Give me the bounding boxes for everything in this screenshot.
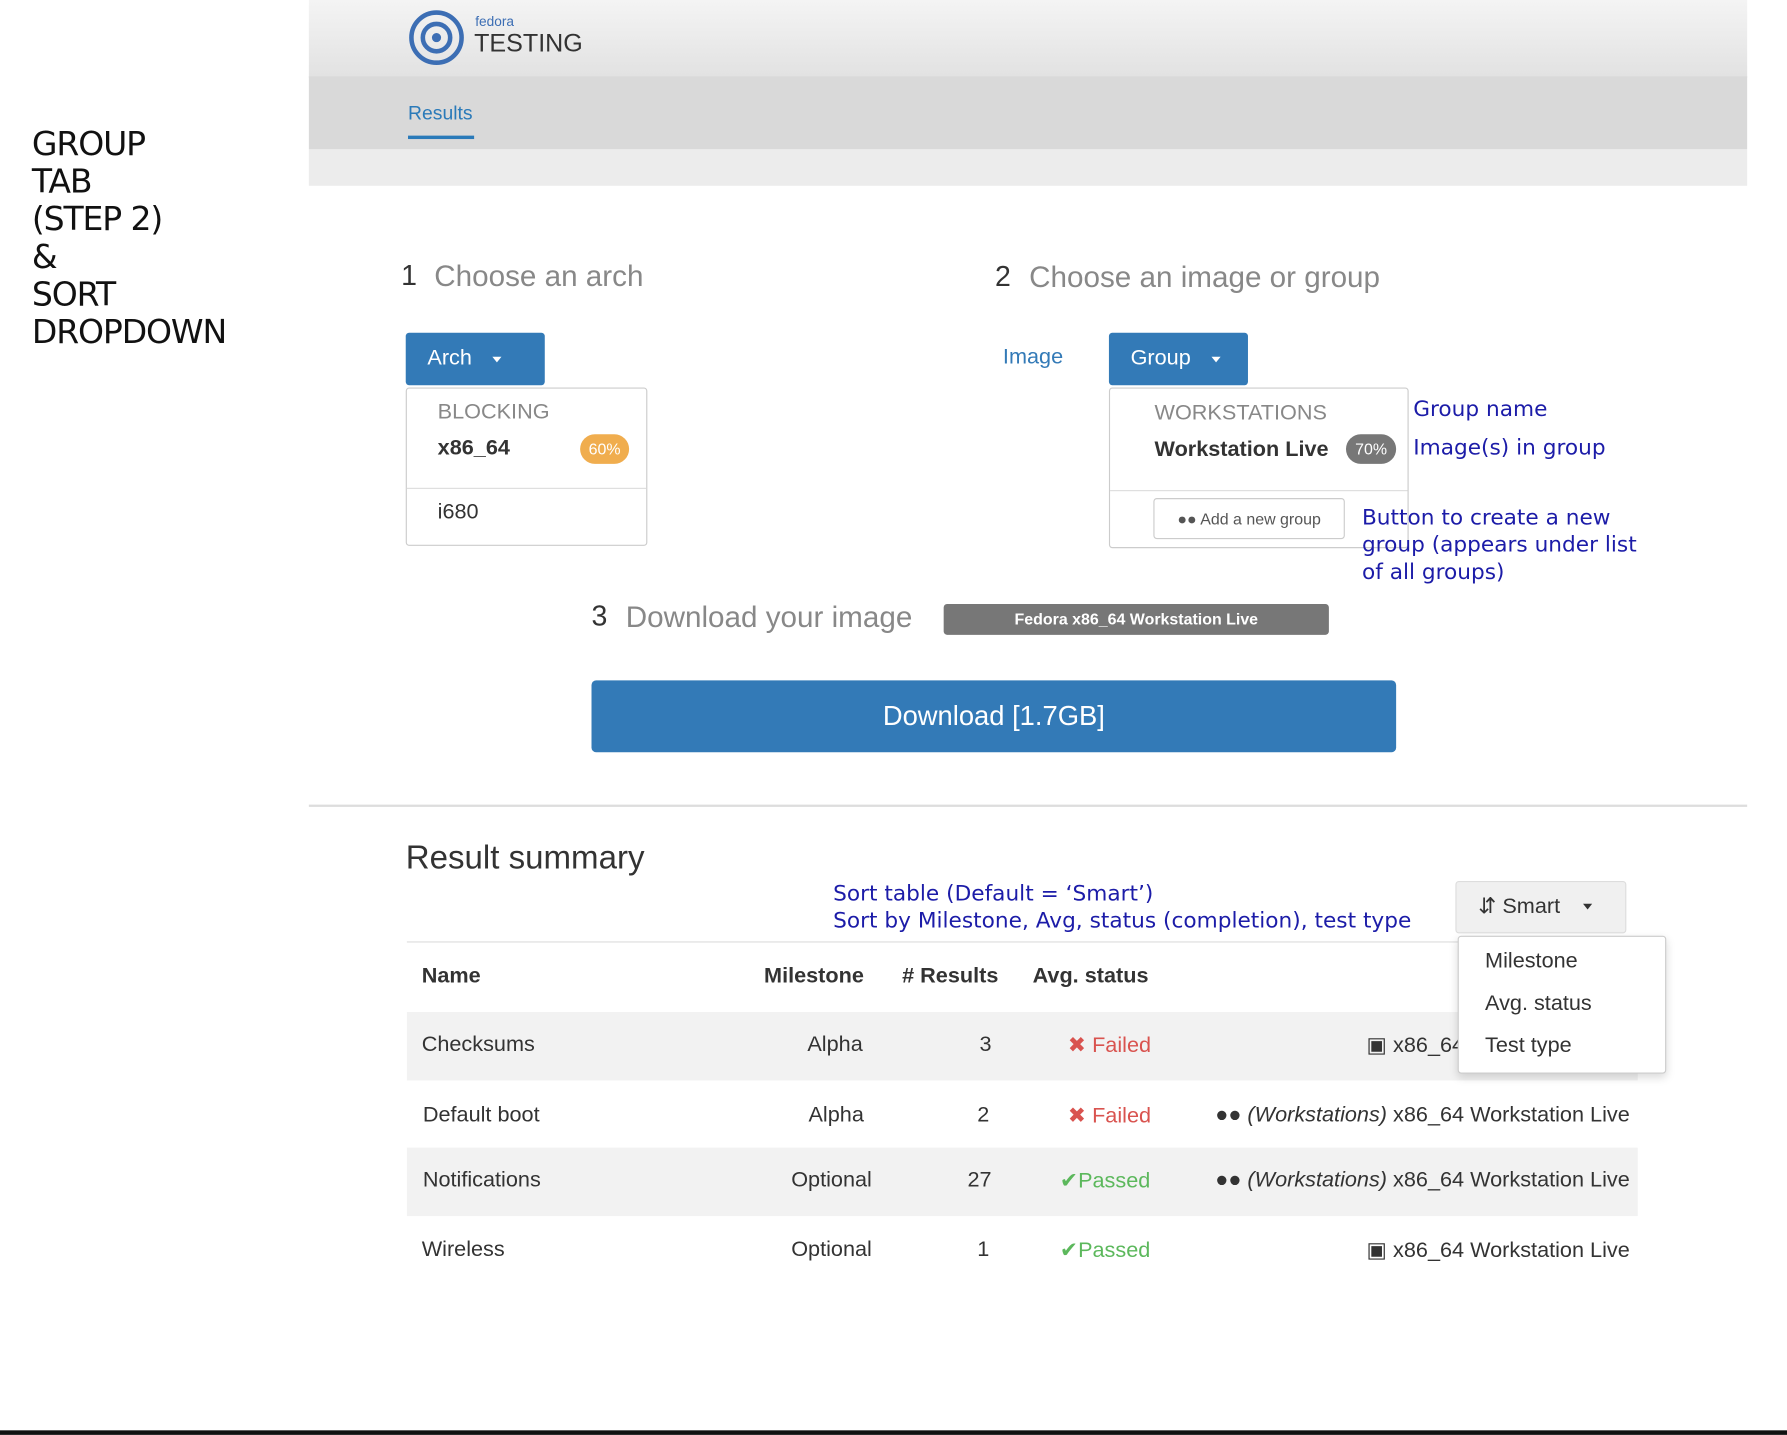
cell: ✔Passed [1059, 1169, 1151, 1194]
status: Passed [1078, 1238, 1151, 1263]
th: Name [421, 964, 481, 989]
cell: Alpha [808, 1103, 864, 1128]
cell: 27 [967, 1168, 992, 1193]
menu-section: BLOCKING [437, 400, 550, 424]
status: Passed [1078, 1169, 1151, 1194]
divider [406, 487, 647, 489]
nav-bar [308, 76, 1748, 150]
sort-option[interactable]: Milestone [1485, 949, 1578, 974]
menu-item[interactable]: i680 [437, 500, 479, 525]
sort-option[interactable]: Test type [1485, 1033, 1572, 1058]
group-button-label: Group [1130, 346, 1191, 371]
cell: Optional [791, 1237, 872, 1262]
logo-icon [409, 10, 464, 65]
table-row: Notifications Optional 27 ✔Passed ●● (Wo… [406, 1147, 1638, 1217]
add-group-button[interactable]: ●● Add a new group [1153, 498, 1345, 540]
group-button[interactable]: Group [1108, 332, 1248, 386]
sort-button[interactable]: ⇵ Smart [1455, 880, 1627, 934]
step-number: 3 [591, 600, 608, 633]
summary-title: Result summary [405, 839, 645, 877]
annotation: Sort by Milestone, Avg, status (completi… [833, 908, 1412, 934]
download-label: Download [1.7GB] [882, 700, 1105, 732]
cell: Alpha [807, 1032, 863, 1057]
cell: Checksums [421, 1032, 535, 1057]
th: Avg. status [1032, 964, 1149, 989]
sort-icon: ⇵ [1478, 894, 1497, 919]
cell: ●● (Workstations) x86_64 Workstation Liv… [1215, 1168, 1630, 1193]
annotation: Group name [1413, 396, 1548, 422]
image: x86_64 Workstation Live [1393, 1238, 1630, 1263]
nav-strip [308, 149, 1748, 186]
side-line: GROUP [31, 124, 146, 163]
side-line: (STEP 2) [31, 199, 163, 239]
group: (Workstations) [1247, 1168, 1388, 1193]
logo-text: TESTING [474, 28, 583, 57]
divider [1110, 490, 1408, 492]
table-row: Wireless Optional 1 ✔Passed ▣ x86_64 Wor… [407, 1217, 1638, 1285]
annotation: Sort table (Default = ‘Smart’) [833, 880, 1154, 907]
image-link[interactable]: Image [1002, 345, 1064, 370]
cell: 1 [977, 1237, 990, 1262]
cell: ●● (Workstations) x86_64 Workstation Liv… [1215, 1103, 1630, 1128]
menu-section: WORKSTATIONS [1154, 401, 1327, 426]
bottom-rule [0, 1430, 1787, 1435]
group: (Workstations) [1247, 1103, 1388, 1128]
arch-button[interactable]: Arch [405, 332, 545, 386]
menu-item[interactable]: Workstation Live [1154, 437, 1329, 462]
menu-item[interactable]: x86_64 [437, 436, 510, 461]
side-line: & [31, 237, 58, 276]
cell: ✔Passed [1059, 1238, 1151, 1263]
status: Failed [1092, 1104, 1152, 1129]
group-menu: WORKSTATIONS Workstation Live 70% ●● Add… [1108, 387, 1409, 549]
add-group-label: Add a new group [1200, 509, 1321, 528]
table-header: Name Milestone # Results Avg. status [407, 944, 1638, 1010]
image: x86_64 Workstation Live [1393, 1168, 1630, 1193]
cell: ✖ Failed [1067, 1033, 1152, 1058]
caret [1582, 904, 1593, 911]
side-line: SORT [31, 274, 116, 314]
cell: ✖ Failed [1067, 1104, 1152, 1129]
cell: Default boot [422, 1103, 540, 1128]
sort-label: Smart [1502, 894, 1561, 919]
cell: 2 [977, 1103, 990, 1128]
arch-menu: BLOCKING x86_64 60% i680 [405, 387, 648, 546]
separator [308, 804, 1748, 807]
annotation: Button to create a new group (appears un… [1361, 504, 1637, 585]
step-title: Choose an arch [434, 258, 644, 293]
side-line: TAB [31, 161, 93, 201]
image: x86_64 Workstation Live [1393, 1103, 1630, 1128]
sort-menu: Milestone Avg. status Test type [1457, 935, 1667, 1074]
tab-results[interactable]: Results [408, 102, 473, 125]
cell: Optional [791, 1168, 872, 1193]
selected-image: Fedora x86_64 Workstation Live [943, 604, 1329, 635]
table-row: Default boot Alpha 2 ✖ Failed ●● (Workst… [407, 1083, 1638, 1151]
download-button[interactable]: Download [1.7GB] [591, 680, 1397, 753]
caret [1211, 356, 1221, 362]
step-number: 1 [401, 259, 418, 292]
arch-button-label: Arch [427, 346, 472, 371]
tab-underline [408, 135, 475, 140]
side-label: GROUP TAB (STEP 2) & SORT DROPDOWN [31, 124, 227, 352]
table-top [406, 941, 1638, 943]
step-title: Choose an image or group [1029, 259, 1381, 295]
sort-option[interactable]: Avg. status [1485, 991, 1592, 1016]
table-row: Checksums Alpha 3 ✖ Failed ▣ x86_64 Work… [406, 1012, 1638, 1081]
status: Failed [1092, 1033, 1152, 1058]
th: # Results [902, 964, 999, 989]
side-line: DROPDOWN [31, 312, 227, 352]
cell: ▣ x86_64 Workstation Live [1366, 1238, 1630, 1263]
caret [492, 356, 502, 362]
badge: 60% [580, 434, 630, 464]
cell: Wireless [421, 1237, 505, 1262]
annotation: Image(s) in group [1413, 435, 1606, 461]
logo-small: fedora [475, 13, 515, 30]
step-title: Download your image [625, 599, 913, 634]
th: Milestone [764, 964, 864, 989]
cell: 3 [979, 1032, 992, 1057]
badge: 70% [1345, 434, 1397, 464]
step-number: 2 [994, 260, 1011, 293]
cell: Notifications [422, 1168, 541, 1193]
